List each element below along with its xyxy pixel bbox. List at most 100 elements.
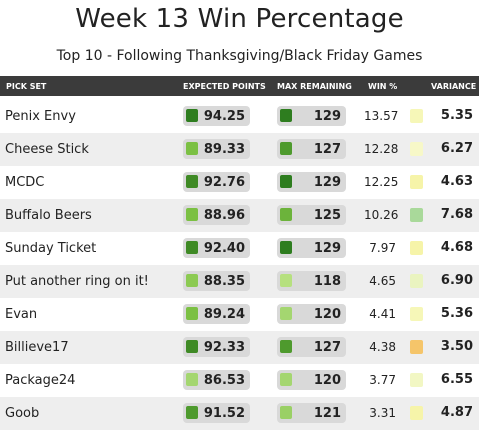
variance-value: 7.68 [440,207,473,222]
max-remaining-swatch [280,175,292,188]
variance-value: 3.50 [440,339,473,354]
win-pct-value: 10.26 [364,208,399,222]
table-header: PICK SET EXPECTED POINTS MAX REMAINING W… [0,76,479,96]
variance-swatch [410,175,423,189]
expected-points-value: 89.33 [203,142,245,157]
variance-swatch [410,142,423,156]
expected-points-value: 92.76 [203,175,245,190]
win-pct-value: 3.31 [369,406,396,420]
max-remaining-swatch [280,340,292,353]
table-row: MCDC 92.76 129 12.25 4.63 [0,166,479,199]
variance-swatch [410,373,423,387]
variance-value: 4.87 [440,405,473,420]
max-remaining-cell: 129 [277,172,346,192]
variance-value: 6.55 [440,372,473,387]
max-remaining-cell: 129 [277,238,346,258]
expected-points-swatch [186,109,198,122]
variance-swatch [410,406,423,420]
win-pct-value: 4.65 [369,274,396,288]
expected-points-cell: 94.25 [183,106,250,126]
max-remaining-swatch [280,109,292,122]
expected-points-cell: 92.40 [183,238,250,258]
win-pct-value: 7.97 [369,241,396,255]
pick-set-name: Put another ring on it! [5,274,149,289]
expected-points-swatch [186,142,198,155]
win-pct-value: 12.28 [364,142,399,156]
expected-points-swatch [186,406,198,419]
variance-swatch [410,241,423,255]
max-remaining-value: 125 [313,208,341,223]
table-row: Goob 91.52 121 3.31 4.87 [0,397,479,430]
variance-value: 6.27 [440,141,473,156]
expected-points-value: 88.35 [203,274,245,289]
max-remaining-swatch [280,406,292,419]
expected-points-swatch [186,241,198,254]
table-row: Evan 89.24 120 4.41 5.36 [0,298,479,331]
expected-points-cell: 89.24 [183,304,250,324]
table-body: Penix Envy 94.25 129 13.57 5.35 Cheese S… [0,100,479,430]
table-row: Sunday Ticket 92.40 129 7.97 4.68 [0,232,479,265]
column-header-pick-set[interactable]: PICK SET [6,82,47,91]
table-row: Penix Envy 94.25 129 13.57 5.35 [0,100,479,133]
column-header-max-remaining[interactable]: MAX REMAINING [277,82,352,91]
win-pct-value: 12.25 [364,175,399,189]
expected-points-swatch [186,175,198,188]
pick-set-name: Buffalo Beers [5,208,92,223]
expected-points-swatch [186,274,198,287]
max-remaining-swatch [280,142,292,155]
max-remaining-value: 129 [313,109,341,124]
max-remaining-swatch [280,208,292,221]
pick-set-name: Package24 [5,373,76,388]
max-remaining-value: 129 [313,175,341,190]
page-subtitle: Top 10 - Following Thanksgiving/Black Fr… [56,48,423,64]
expected-points-swatch [186,373,198,386]
table-row: Billieve17 92.33 127 4.38 3.50 [0,331,479,364]
win-pct-value: 13.57 [364,109,399,123]
column-header-variance[interactable]: VARIANCE [431,82,477,91]
pick-set-name: MCDC [5,175,45,190]
expected-points-value: 89.24 [203,307,245,322]
expected-points-cell: 91.52 [183,403,250,423]
page-title: Week 13 Win Percentage [75,4,404,34]
variance-swatch [410,307,423,321]
expected-points-value: 94.25 [203,109,245,124]
max-remaining-cell: 120 [277,304,346,324]
variance-value: 6.90 [440,273,473,288]
max-remaining-cell: 118 [277,271,346,291]
max-remaining-value: 118 [313,274,341,289]
expected-points-value: 92.40 [203,241,245,256]
max-remaining-value: 120 [313,307,341,322]
max-remaining-cell: 127 [277,139,346,159]
expected-points-swatch [186,307,198,320]
variance-value: 4.63 [440,174,473,189]
max-remaining-cell: 121 [277,403,346,423]
variance-swatch [410,340,423,354]
pick-set-name: Goob [5,406,40,421]
variance-value: 5.36 [440,306,473,321]
pick-set-name: Billieve17 [5,340,69,355]
variance-value: 4.68 [440,240,473,255]
expected-points-cell: 92.76 [183,172,250,192]
expected-points-value: 88.96 [203,208,245,223]
max-remaining-swatch [280,274,292,287]
max-remaining-cell: 125 [277,205,346,225]
expected-points-value: 91.52 [203,406,245,421]
expected-points-swatch [186,340,198,353]
pick-set-name: Penix Envy [5,109,76,124]
table-row: Cheese Stick 89.33 127 12.28 6.27 [0,133,479,166]
table-row: Package24 86.53 120 3.77 6.55 [0,364,479,397]
max-remaining-value: 129 [313,241,341,256]
expected-points-cell: 89.33 [183,139,250,159]
variance-value: 5.35 [440,108,473,123]
column-header-expected-points[interactable]: EXPECTED POINTS [183,82,266,91]
max-remaining-cell: 120 [277,370,346,390]
win-pct-value: 4.38 [369,340,396,354]
variance-swatch [410,274,423,288]
max-remaining-value: 121 [313,406,341,421]
variance-swatch [410,208,423,222]
pick-set-name: Cheese Stick [5,142,89,157]
max-remaining-value: 127 [313,142,341,157]
column-header-win-pct[interactable]: WIN % [368,82,398,91]
pick-set-name: Evan [5,307,38,322]
max-remaining-value: 127 [313,340,341,355]
